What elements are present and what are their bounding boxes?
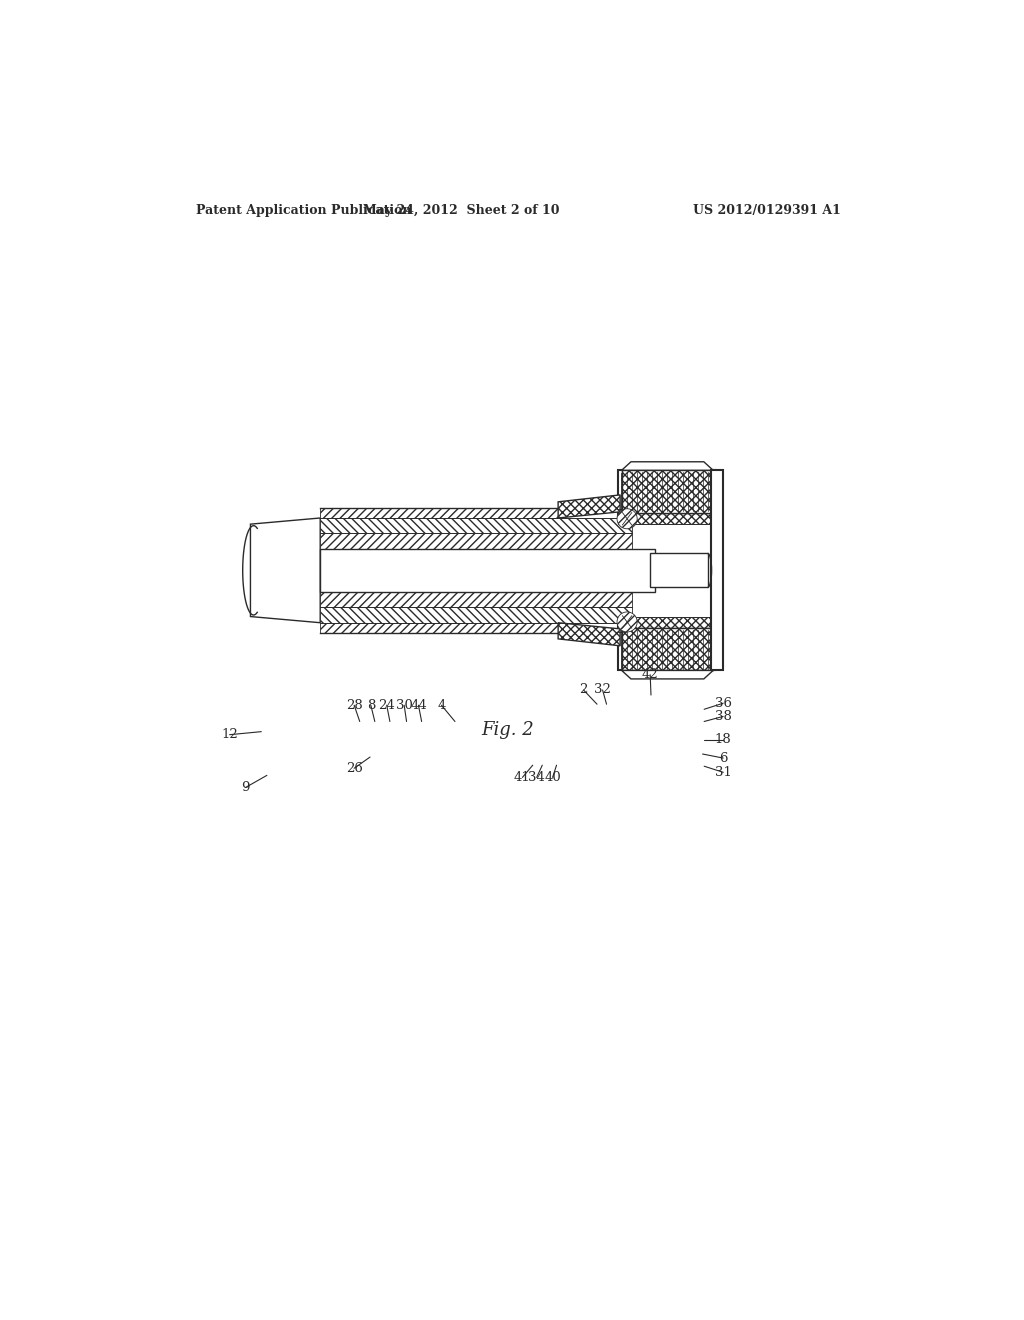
Text: Fig. 2: Fig. 2 [481, 721, 535, 739]
Text: 36: 36 [715, 697, 732, 710]
Circle shape [617, 612, 637, 632]
Text: 41: 41 [514, 771, 530, 784]
Text: 34: 34 [528, 771, 545, 784]
Polygon shape [558, 495, 621, 517]
Bar [711, 470, 723, 671]
Text: 2: 2 [580, 684, 588, 697]
Bar [622, 628, 713, 671]
Bar [622, 470, 713, 512]
Text: 9: 9 [242, 781, 250, 795]
Bar [617, 470, 715, 671]
Bar [321, 508, 558, 517]
Polygon shape [622, 462, 713, 470]
Text: 28: 28 [346, 698, 362, 711]
Text: Patent Application Publication: Patent Application Publication [197, 205, 412, 218]
Text: 26: 26 [346, 762, 362, 775]
Text: 24: 24 [378, 698, 395, 711]
Polygon shape [558, 623, 621, 645]
Text: 42: 42 [642, 668, 658, 681]
Bar [321, 533, 632, 549]
Text: 4: 4 [437, 698, 445, 711]
Polygon shape [622, 671, 713, 678]
Text: 30: 30 [395, 698, 413, 711]
Bar [650, 553, 708, 587]
Bar [621, 473, 713, 508]
Bar [321, 549, 655, 591]
Bar [621, 508, 713, 524]
Text: May 24, 2012  Sheet 2 of 10: May 24, 2012 Sheet 2 of 10 [362, 205, 559, 218]
Bar [321, 591, 632, 607]
Bar [621, 632, 713, 668]
Text: 32: 32 [594, 684, 611, 697]
Bar [622, 470, 713, 512]
Bar [321, 517, 632, 533]
Text: 8: 8 [367, 698, 375, 711]
Text: 44: 44 [410, 698, 427, 711]
Bar [622, 628, 713, 671]
Bar [621, 616, 713, 632]
Text: 31: 31 [715, 766, 731, 779]
Bar [321, 623, 558, 632]
Text: 38: 38 [715, 710, 731, 723]
Bar [321, 607, 632, 623]
Polygon shape [251, 517, 321, 623]
Text: 12: 12 [221, 729, 238, 742]
Text: US 2012/0129391 A1: US 2012/0129391 A1 [693, 205, 841, 218]
Text: 40: 40 [544, 771, 561, 784]
Text: 18: 18 [715, 734, 731, 746]
Text: 6: 6 [719, 751, 727, 764]
Circle shape [617, 508, 637, 529]
